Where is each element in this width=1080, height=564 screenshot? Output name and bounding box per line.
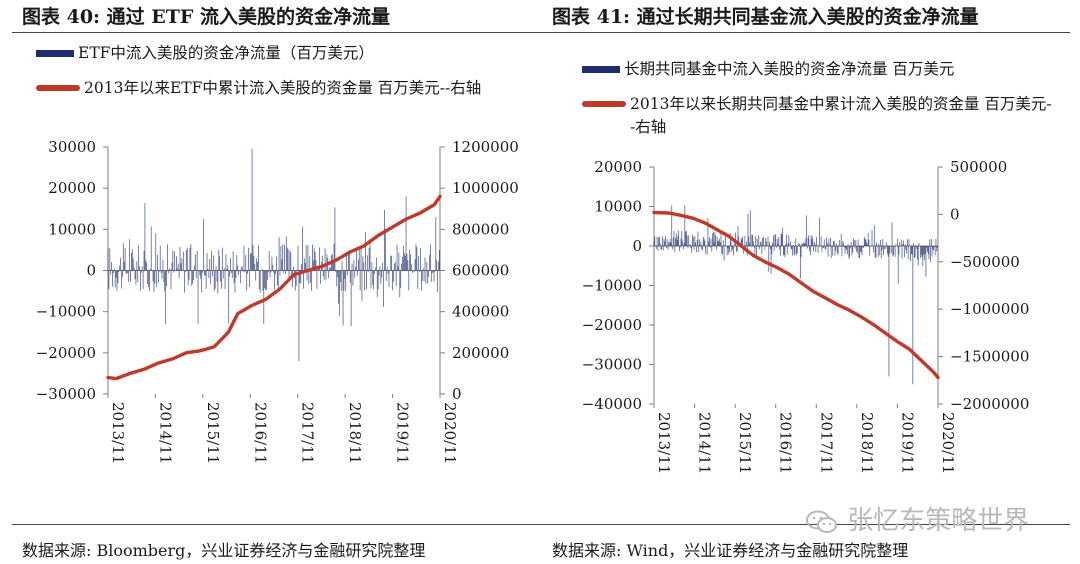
left-tick-label: −30000 <box>36 385 96 403</box>
right-tick-label: 400000 <box>452 303 509 321</box>
cumulative-line <box>106 194 442 381</box>
top-rule <box>12 32 1070 33</box>
source-note-right: 数据来源: Wind，兴业证券经济与金融研究院整理 <box>552 541 909 560</box>
line-swatch <box>582 101 626 107</box>
chart-title-right: 图表 41: 通过长期共同基金流入美股的资金净流量 <box>552 6 979 28</box>
x-tick-label: 2020/11 <box>939 412 957 474</box>
x-tick-label: 2015/11 <box>204 402 222 464</box>
left-tick-label: 30000 <box>48 138 96 156</box>
left-tick-label: −10000 <box>36 303 96 321</box>
right-tick-label: −1000000 <box>950 300 1029 318</box>
watermark-text: 张忆东策略世界 <box>847 506 1030 536</box>
left-tick-label: −40000 <box>582 395 642 413</box>
cumulative-line <box>652 210 940 380</box>
x-tick-label: 2016/11 <box>251 402 269 464</box>
x-tick-label: 2015/11 <box>736 412 754 474</box>
left-tick-label: 10000 <box>594 198 642 216</box>
right-tick-label: −500000 <box>950 253 1020 271</box>
x-tick-label: 2017/11 <box>817 412 835 474</box>
bar-swatch <box>582 66 620 73</box>
left-tick-label: 0 <box>86 262 96 280</box>
line-swatch <box>36 85 80 91</box>
wechat-icon <box>806 510 837 533</box>
left-tick-label: −20000 <box>582 316 642 334</box>
right-tick-label: 200000 <box>452 344 509 362</box>
left-tick-label: −20000 <box>36 344 96 362</box>
right-tick-label: −1500000 <box>950 348 1029 366</box>
right-tick-label: −2000000 <box>950 395 1029 413</box>
right-tick-label: 600000 <box>452 262 509 280</box>
left-chart: 30000 20000 10000 0 −10000 −20000 −30000 120000… <box>36 138 519 464</box>
x-tick-label: 2013/11 <box>655 412 673 474</box>
right-tick-label: 0 <box>452 385 462 403</box>
legend-label-line: 2013年以来长期共同基金中累计流入美股的资金量 百万美元--右轴 <box>630 95 1052 136</box>
right-chart: 20000 10000 0 −10000 −20000 −30000 −40000 50000… <box>582 158 1030 474</box>
x-tick-label: 2016/11 <box>777 412 795 474</box>
legend-entry-line: 2013年以来长期共同基金中累计流入美股的资金量 百万美元--右轴 <box>582 93 1052 139</box>
right-tick-label: 0 <box>950 205 960 223</box>
legend-entry-bar: ETF中流入美股的资金净流量（百万美元） <box>36 42 536 65</box>
right-tick-label: 1000000 <box>452 179 519 197</box>
x-tick-label: 2020/11 <box>441 402 459 464</box>
legend-label-line: 2013年以来ETF中累计流入美股的资金量 百万美元--右轴 <box>84 79 482 97</box>
bar-swatch <box>36 50 74 57</box>
legend-left: ETF中流入美股的资金净流量（百万美元） 2013年以来ETF中累计流入美股的资… <box>36 42 536 100</box>
legend-label-bar: 长期共同基金中流入美股的资金净流量 百万美元 <box>624 60 955 78</box>
legend-label-bar: ETF中流入美股的资金净流量（百万美元） <box>78 44 374 62</box>
left-tick-label: −30000 <box>582 356 642 374</box>
right-tick-label: 500000 <box>950 158 1007 176</box>
watermark: 张忆东策略世界 <box>805 500 1029 537</box>
x-tick-label: 2019/11 <box>898 412 916 474</box>
x-tick-label: 2017/11 <box>299 402 317 464</box>
legend-right: 长期共同基金中流入美股的资金净流量 百万美元 2013年以来长期共同基金中累计流… <box>582 58 1052 139</box>
bottom-rule <box>12 524 1070 525</box>
x-tick-label: 2013/11 <box>109 402 127 464</box>
chart-title-left: 图表 40: 通过 ETF 流入美股的资金净流量 <box>22 6 391 28</box>
left-tick-label: 10000 <box>48 220 96 238</box>
x-tick-label: 2019/11 <box>394 402 412 464</box>
legend-entry-line: 2013年以来ETF中累计流入美股的资金量 百万美元--右轴 <box>36 77 536 100</box>
x-tick-label: 2014/11 <box>696 412 714 474</box>
source-note-left: 数据来源: Bloomberg，兴业证券经济与金融研究院整理 <box>22 541 426 560</box>
legend-entry-bar: 长期共同基金中流入美股的资金净流量 百万美元 <box>582 58 1052 81</box>
right-tick-label: 800000 <box>452 220 509 238</box>
left-tick-label: −10000 <box>582 277 642 295</box>
x-tick-label: 2014/11 <box>156 402 174 464</box>
left-tick-label: 20000 <box>594 158 642 176</box>
left-tick-label: 0 <box>632 237 642 255</box>
x-tick-label: 2018/11 <box>858 412 876 474</box>
x-tick-label: 2018/11 <box>346 402 364 464</box>
right-tick-label: 1200000 <box>452 138 519 156</box>
left-tick-label: 20000 <box>48 179 96 197</box>
